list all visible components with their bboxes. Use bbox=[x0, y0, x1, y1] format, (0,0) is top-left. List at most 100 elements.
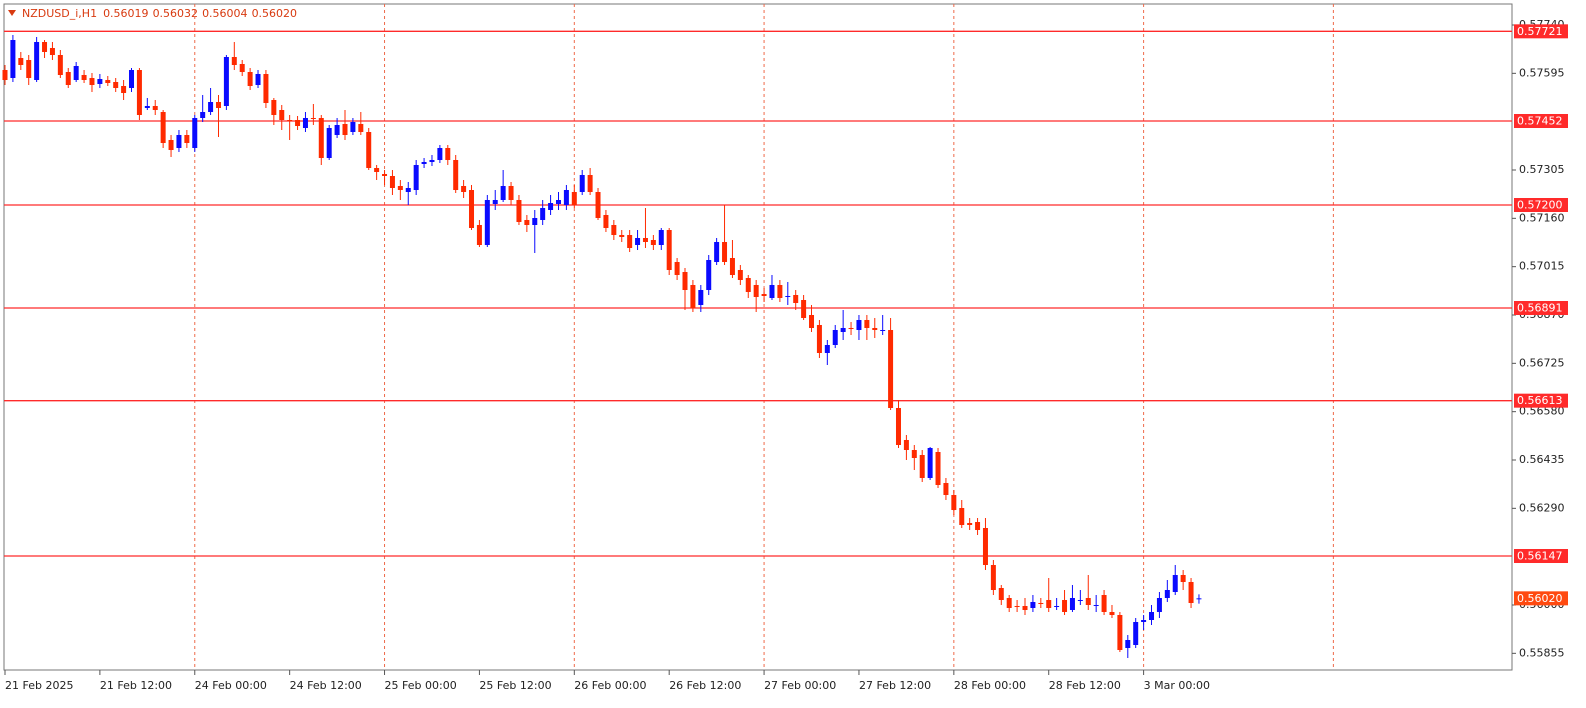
candle-body bbox=[469, 190, 475, 228]
candle-body bbox=[888, 330, 894, 408]
candle-body bbox=[10, 40, 16, 78]
candle-body bbox=[555, 200, 561, 204]
candle-body bbox=[350, 122, 356, 132]
candle-body bbox=[943, 483, 949, 495]
candle-body bbox=[982, 528, 988, 565]
candle-body bbox=[453, 160, 459, 190]
candle-body bbox=[192, 118, 198, 148]
candle-body bbox=[176, 135, 182, 148]
candle-body bbox=[310, 118, 316, 119]
candle-body bbox=[302, 118, 308, 128]
candle-body bbox=[832, 330, 838, 345]
candle-body bbox=[1196, 598, 1202, 600]
x-tick-label: 24 Feb 00:00 bbox=[195, 679, 267, 692]
candle-body bbox=[571, 192, 577, 205]
candle-body bbox=[508, 186, 514, 200]
candle-body bbox=[105, 80, 111, 83]
candle-body bbox=[57, 55, 63, 75]
candle-body bbox=[1180, 575, 1186, 582]
chart-title: NZDUSD_i,H1 bbox=[22, 7, 97, 20]
candle-body bbox=[532, 218, 538, 225]
candle-body bbox=[382, 174, 388, 176]
candle-body bbox=[81, 75, 87, 80]
candle-body bbox=[998, 588, 1004, 600]
x-tick-label: 26 Feb 00:00 bbox=[574, 679, 646, 692]
level-label: 0.56891 bbox=[1517, 302, 1563, 315]
candle-body bbox=[429, 160, 435, 162]
candle-body bbox=[255, 74, 261, 85]
candle-body bbox=[413, 165, 419, 190]
candle-body bbox=[967, 523, 973, 525]
candle-body bbox=[595, 192, 601, 218]
x-tick-label: 27 Feb 12:00 bbox=[859, 679, 931, 692]
candle-body bbox=[1109, 612, 1115, 615]
x-tick-label: 28 Feb 00:00 bbox=[954, 679, 1026, 692]
candle-body bbox=[816, 325, 822, 353]
candle-body bbox=[1117, 615, 1123, 650]
candle-body bbox=[326, 128, 332, 158]
level-label-box bbox=[1514, 549, 1568, 563]
x-tick-label: 21 Feb 12:00 bbox=[100, 679, 172, 692]
candle-body bbox=[1014, 606, 1020, 607]
candle-body bbox=[247, 72, 253, 86]
candle-body bbox=[358, 124, 364, 132]
candle-body bbox=[318, 118, 324, 158]
candle-body bbox=[809, 315, 815, 328]
candle-body bbox=[753, 285, 759, 297]
candle-body bbox=[761, 294, 767, 296]
y-tick-label: 0.57160 bbox=[1519, 211, 1565, 224]
candle-body bbox=[872, 328, 878, 330]
candle-body bbox=[397, 186, 403, 190]
candle-body bbox=[801, 300, 807, 318]
candle-body bbox=[959, 508, 965, 525]
candle-body bbox=[1046, 600, 1052, 608]
candle-body bbox=[1141, 620, 1147, 622]
header-arrow bbox=[8, 10, 16, 16]
candle-body bbox=[152, 106, 158, 110]
level-label: 0.57721 bbox=[1517, 25, 1563, 38]
candle-body bbox=[342, 124, 348, 135]
candle-body bbox=[548, 203, 554, 210]
candle-body bbox=[73, 66, 79, 80]
candle-body bbox=[785, 296, 791, 297]
y-tick-label: 0.57305 bbox=[1519, 163, 1565, 176]
x-tick-label: 21 Feb 2025 bbox=[5, 679, 73, 692]
y-tick-label: 0.56290 bbox=[1519, 501, 1565, 514]
candle-body bbox=[223, 57, 229, 106]
candle-body bbox=[1149, 612, 1155, 620]
level-label-box bbox=[1514, 198, 1568, 212]
candle-body bbox=[42, 42, 48, 52]
y-tick-label: 0.55855 bbox=[1519, 646, 1565, 659]
candle-body bbox=[603, 215, 609, 228]
candle-body bbox=[951, 495, 957, 510]
y-tick-label: 0.56580 bbox=[1519, 405, 1565, 418]
y-tick-label: 0.57595 bbox=[1519, 66, 1565, 79]
y-tick-label: 0.57015 bbox=[1519, 260, 1565, 273]
candle-body bbox=[26, 60, 32, 78]
candle-body bbox=[1062, 600, 1068, 612]
candle-body bbox=[1022, 606, 1028, 610]
header-close: 0.56020 bbox=[252, 7, 298, 20]
header-high: 0.56032 bbox=[153, 7, 199, 20]
candle-body bbox=[1156, 598, 1162, 612]
candle-body bbox=[334, 125, 340, 135]
price-label: 0.56020 bbox=[1517, 592, 1563, 605]
candle-body bbox=[1077, 600, 1083, 601]
candle-body bbox=[445, 148, 451, 160]
candle-body bbox=[121, 86, 127, 93]
candle-body bbox=[1125, 640, 1131, 648]
candle-body bbox=[729, 258, 735, 275]
candle-body bbox=[524, 220, 530, 225]
candle-body bbox=[129, 70, 135, 88]
candle-body bbox=[635, 238, 641, 245]
candle-body bbox=[405, 188, 411, 192]
candle-body bbox=[1006, 598, 1012, 608]
level-label-box bbox=[1514, 24, 1568, 39]
candle-body bbox=[461, 186, 467, 192]
candle-body bbox=[389, 176, 395, 188]
candle-body bbox=[895, 408, 901, 445]
header-open: 0.56019 bbox=[103, 7, 149, 20]
candle-body bbox=[500, 186, 506, 200]
candle-body bbox=[1093, 605, 1099, 606]
candle-body bbox=[824, 345, 830, 353]
